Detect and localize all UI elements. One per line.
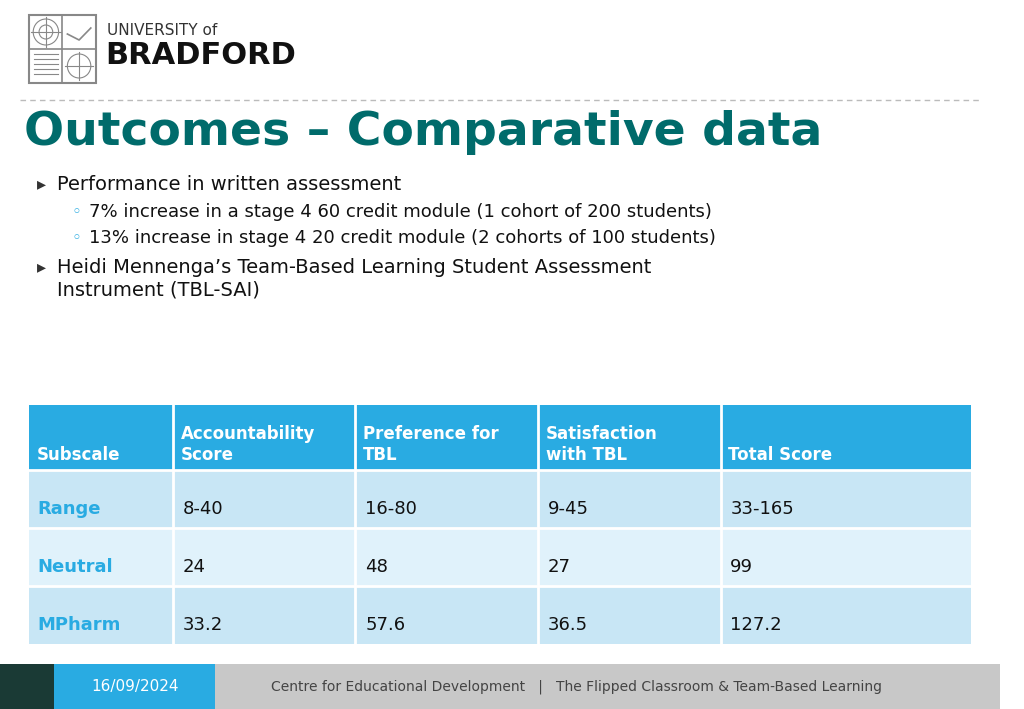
Bar (53, 664, 215, 709)
Text: ◦: ◦ (72, 203, 81, 221)
Bar (30, 15, 95, 83)
Text: Neutral: Neutral (37, 558, 113, 576)
Text: Accountability
Score: Accountability Score (180, 425, 315, 464)
Text: Instrument (TBL-SAI): Instrument (TBL-SAI) (56, 281, 259, 300)
Text: ▸: ▸ (37, 258, 46, 276)
Bar (30, 405, 971, 470)
Text: 33.2: 33.2 (182, 616, 223, 634)
Text: Outcomes – Comparative data: Outcomes – Comparative data (25, 110, 823, 155)
Text: MPharm: MPharm (37, 616, 121, 634)
Text: Subscale: Subscale (37, 446, 121, 464)
Text: 24: 24 (182, 558, 206, 576)
Text: Heidi Mennenga’s Team-Based Learning Student Assessment: Heidi Mennenga’s Team-Based Learning Stu… (56, 258, 651, 277)
Text: Range: Range (37, 500, 100, 518)
Text: Centre for Educational Development   |   The Flipped Classroom & Team-Based Lear: Centre for Educational Development | The… (270, 679, 882, 693)
Text: 27: 27 (548, 558, 570, 576)
Text: 99: 99 (730, 558, 754, 576)
Bar (30, 470, 971, 528)
Text: 8-40: 8-40 (182, 500, 223, 518)
Text: 16/09/2024: 16/09/2024 (91, 679, 178, 694)
Text: ◦: ◦ (72, 229, 81, 247)
Bar (30, 528, 971, 586)
Text: Satisfaction
with TBL: Satisfaction with TBL (546, 425, 657, 464)
Bar (30, 586, 971, 644)
Text: BRADFORD: BRADFORD (105, 41, 296, 70)
Text: 57.6: 57.6 (366, 616, 406, 634)
Text: Performance in written assessment: Performance in written assessment (56, 175, 400, 194)
Text: UNIVERSITY of: UNIVERSITY of (108, 23, 218, 38)
Text: Total Score: Total Score (728, 446, 833, 464)
Text: 16-80: 16-80 (366, 500, 417, 518)
Bar (0, 664, 999, 709)
Text: 36.5: 36.5 (548, 616, 588, 634)
Text: 13% increase in stage 4 20 credit module (2 cohorts of 100 students): 13% increase in stage 4 20 credit module… (89, 229, 716, 247)
Text: Preference for
TBL: Preference for TBL (364, 425, 499, 464)
Bar (0, 664, 53, 709)
Text: 7% increase in a stage 4 60 credit module (1 cohort of 200 students): 7% increase in a stage 4 60 credit modul… (89, 203, 712, 221)
Text: ▸: ▸ (37, 175, 46, 193)
Text: 127.2: 127.2 (730, 616, 782, 634)
Text: 33-165: 33-165 (730, 500, 794, 518)
Text: 48: 48 (366, 558, 388, 576)
Text: 9-45: 9-45 (548, 500, 589, 518)
